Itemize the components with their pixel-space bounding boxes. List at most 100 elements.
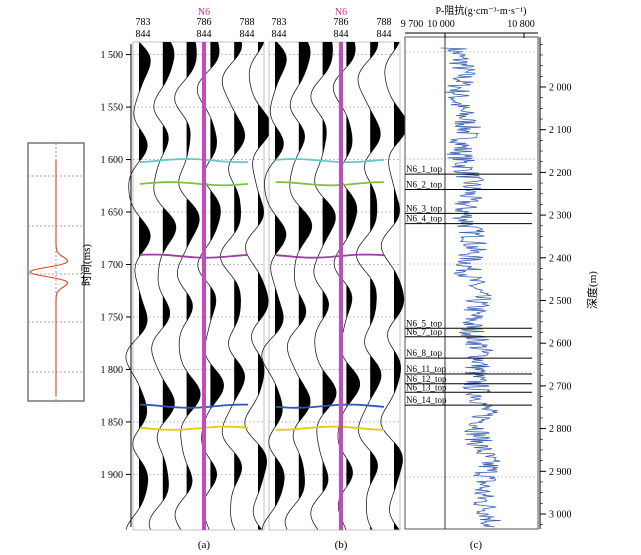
marker-label: N6_7_top <box>406 327 443 337</box>
trace-peak-fill <box>210 190 221 240</box>
panel-a-header-1-top: 783 <box>136 17 151 28</box>
trace-peak-fill <box>346 459 353 486</box>
trace-peak-fill <box>234 280 241 327</box>
trace-peak-fill <box>139 129 148 161</box>
log-x-tick-3: 10 800 <box>507 19 535 30</box>
marker-label: N6_14_top <box>406 395 447 405</box>
trace-peak-fill <box>258 444 267 494</box>
log-frame <box>404 36 539 530</box>
seismic-panel-a: N6 783 786 788 844 844 844 (a) <box>125 7 272 551</box>
panel-b-header-2-top: 786 <box>334 17 349 28</box>
marker-label: N6_11_top <box>406 364 447 374</box>
depth-tick-label: 2 900 <box>549 467 572 478</box>
panel-a-header-3-bottom: 844 <box>240 29 255 40</box>
trace-peak-fill <box>139 43 151 92</box>
trace-peak-fill <box>258 273 269 321</box>
trace-peak-fill <box>370 279 377 326</box>
horizon-line <box>139 181 249 187</box>
trace-peak-fill <box>298 453 305 498</box>
trace-peak-fill <box>322 460 328 492</box>
trace-peak-fill <box>346 285 352 318</box>
panel-b-header-3-top: 788 <box>377 17 392 28</box>
horizon-line <box>275 181 385 187</box>
trace-peak-fill <box>322 291 329 318</box>
time-tick-label: 1 700 <box>101 260 124 271</box>
time-tick-label: 1 900 <box>101 470 124 481</box>
trace-peak-fill <box>210 42 220 68</box>
trace-peak-fill <box>258 192 264 225</box>
trace-peak-fill <box>370 183 377 231</box>
depth-tick-label: 2 000 <box>549 83 572 94</box>
marker-label: N6_2_top <box>406 179 443 189</box>
trace-peak-fill <box>186 121 191 158</box>
time-tick-label: 1 850 <box>101 417 124 428</box>
seismic-trace <box>125 41 151 530</box>
depth-tick-label: 2 800 <box>549 424 572 435</box>
depth-tick-label: 3 000 <box>549 510 572 521</box>
marker-label: N6_3_top <box>406 203 443 213</box>
panel-b-traces <box>261 41 408 530</box>
marker-label: N6_12_top <box>406 374 447 384</box>
panel-a-label: (a) <box>198 539 211 551</box>
marker-label: N6_13_top <box>406 382 447 392</box>
panel-b-header-2-bottom: 844 <box>334 29 349 40</box>
trace-peak-fill <box>394 351 401 393</box>
trace-peak-fill <box>186 199 200 248</box>
log-x-tick-2: 10 000 <box>427 19 455 30</box>
trace-peak-fill <box>210 364 224 408</box>
panel-b-header-1-top: 783 <box>272 17 287 28</box>
trace-peak-fill <box>370 42 378 59</box>
trace-peak-fill <box>298 378 311 422</box>
log-panel: P-阻抗(g·cm⁻³·m·s⁻¹) 9 700 10 000 10 800 N… <box>401 4 599 551</box>
depth-tick-label: 2 300 <box>549 211 572 222</box>
impedance-log-curve <box>440 47 501 528</box>
seismic-trace <box>174 41 201 530</box>
time-tick-label: 1 550 <box>101 103 124 114</box>
time-tick-label: 1 600 <box>101 155 124 166</box>
depth-axis-ticks: 2 000 2 100 2 200 2 300 2 400 2 500 2 600 2 700… <box>540 43 572 525</box>
panel-a-traces <box>125 41 272 530</box>
panel-b-horizons <box>275 158 385 431</box>
trace-peak-fill <box>275 126 284 159</box>
depth-tick-label: 2 500 <box>549 296 572 307</box>
trace-peak-fill <box>298 205 312 251</box>
trace-peak-fill <box>186 372 201 416</box>
trace-peak-fill <box>275 457 285 506</box>
trace-peak-fill <box>298 294 306 326</box>
trace-peak-fill <box>322 120 327 153</box>
seismic-trace <box>148 41 177 530</box>
wavelet-curve <box>29 160 69 395</box>
horizon-line <box>275 253 385 259</box>
time-tick-label: 1 750 <box>101 312 124 323</box>
marker-label: N6_1_top <box>406 164 443 174</box>
trace-peak-fill <box>234 186 241 233</box>
trace-peak-fill <box>162 297 170 327</box>
trace-peak-fill <box>275 384 283 426</box>
trace-peak-fill <box>210 286 216 321</box>
seismic-panel-b: N6 783 786 788 844 844 844 (b) <box>261 7 408 551</box>
trace-peak-fill <box>346 363 360 407</box>
seismic-trace <box>261 41 287 530</box>
depth-tick-label: 2 200 <box>549 168 572 179</box>
trace-peak-fill <box>298 42 311 84</box>
trace-peak-fill <box>370 355 381 399</box>
time-tick-label: 1 650 <box>101 208 124 219</box>
trace-peak-fill <box>186 42 197 78</box>
trace-peak-fill <box>298 123 305 152</box>
marker-label: N6_4_top <box>406 214 443 224</box>
panel-a-horizons <box>139 158 249 431</box>
panel-a-header-3-top: 788 <box>240 17 255 28</box>
depth-axis-title: 深度(m) <box>585 271 599 309</box>
horizon-line <box>275 158 385 164</box>
trace-peak-fill <box>139 217 151 257</box>
panel-a-header-2-bottom: 844 <box>197 29 212 40</box>
trace-peak-fill <box>322 198 336 246</box>
trace-peak-fill <box>162 456 169 501</box>
panel-a-header-2-top: 786 <box>197 17 212 28</box>
trace-peak-fill <box>139 459 148 509</box>
horizon-line <box>276 425 385 431</box>
depth-tick-label: 2 100 <box>549 125 572 136</box>
trace-peak-fill <box>186 463 193 494</box>
wavelet-inset <box>27 142 85 402</box>
